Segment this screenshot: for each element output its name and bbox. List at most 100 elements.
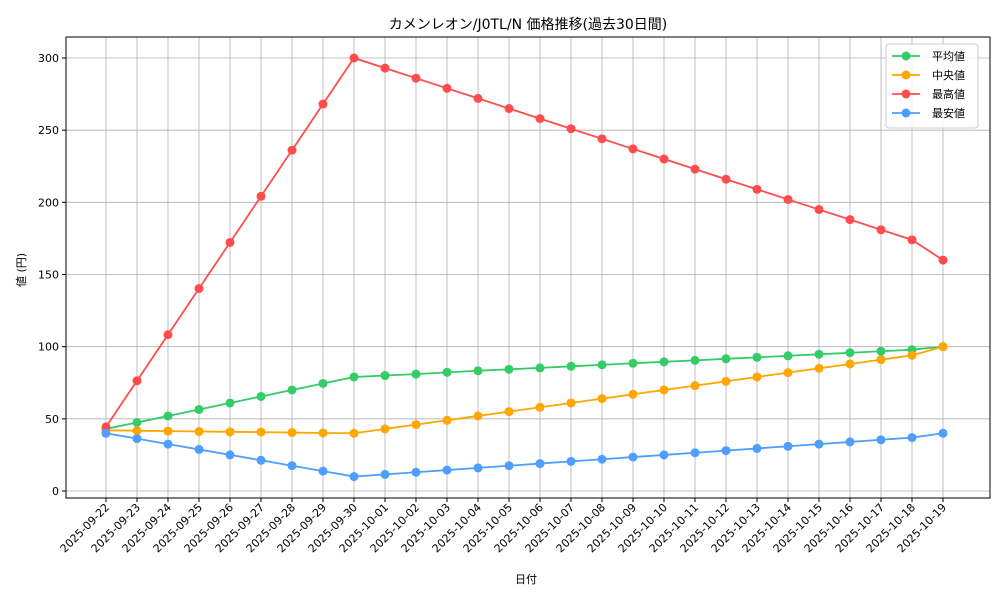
data-point bbox=[194, 404, 204, 414]
data-point bbox=[225, 398, 235, 408]
data-point bbox=[132, 434, 142, 444]
x-axis: 2025-09-222025-09-232025-09-242025-09-25… bbox=[58, 498, 949, 555]
data-point bbox=[783, 194, 793, 204]
data-point bbox=[628, 452, 638, 462]
data-point bbox=[380, 469, 390, 479]
data-point bbox=[132, 376, 142, 386]
data-point bbox=[132, 417, 142, 427]
legend-label: 最安値 bbox=[932, 106, 965, 120]
data-point bbox=[752, 184, 762, 194]
y-tick-label: 50 bbox=[45, 413, 59, 426]
series-最高値 bbox=[101, 53, 948, 432]
data-point bbox=[504, 461, 514, 471]
data-point bbox=[659, 450, 669, 460]
y-tick-label: 150 bbox=[38, 269, 59, 282]
series-平均値 bbox=[101, 342, 948, 434]
data-point bbox=[504, 104, 514, 114]
data-point bbox=[380, 371, 390, 381]
data-point bbox=[194, 284, 204, 294]
legend-label: 平均値 bbox=[932, 50, 965, 63]
data-point bbox=[535, 363, 545, 373]
data-point bbox=[721, 446, 731, 456]
data-point bbox=[101, 422, 111, 432]
y-tick-label: 0 bbox=[52, 485, 59, 498]
data-point bbox=[721, 376, 731, 386]
data-point bbox=[194, 444, 204, 454]
data-point bbox=[163, 439, 173, 449]
data-point bbox=[411, 420, 421, 430]
data-point bbox=[597, 134, 607, 144]
data-point bbox=[907, 235, 917, 245]
data-point bbox=[287, 385, 297, 395]
legend-marker-icon bbox=[901, 89, 911, 99]
data-point bbox=[535, 114, 545, 124]
data-point bbox=[287, 145, 297, 155]
data-point bbox=[814, 349, 824, 359]
data-point bbox=[597, 394, 607, 404]
data-point bbox=[721, 174, 731, 184]
data-point bbox=[845, 215, 855, 225]
data-point bbox=[690, 448, 700, 458]
data-point bbox=[597, 454, 607, 464]
data-point bbox=[163, 330, 173, 340]
data-point bbox=[442, 465, 452, 475]
data-point bbox=[163, 426, 173, 436]
data-point bbox=[876, 225, 886, 235]
data-point bbox=[597, 360, 607, 370]
data-point bbox=[256, 391, 266, 401]
data-point bbox=[876, 435, 886, 445]
chart-title: カメンレオン/J0TL/N 価格推移(過去30日間) bbox=[389, 17, 667, 33]
data-point bbox=[814, 363, 824, 373]
data-point bbox=[318, 466, 328, 476]
data-point bbox=[566, 361, 576, 371]
data-point bbox=[535, 402, 545, 412]
data-point bbox=[907, 433, 917, 443]
data-point bbox=[907, 350, 917, 360]
data-point bbox=[504, 407, 514, 417]
data-point bbox=[752, 372, 762, 382]
data-point bbox=[566, 124, 576, 134]
data-point bbox=[876, 355, 886, 365]
data-point bbox=[225, 427, 235, 437]
legend-marker-icon bbox=[901, 108, 911, 118]
x-axis-label: 日付 bbox=[515, 573, 537, 586]
series-最安値 bbox=[101, 428, 948, 482]
data-point bbox=[318, 99, 328, 109]
data-point bbox=[287, 461, 297, 471]
legend-label: 中央値 bbox=[932, 69, 965, 82]
y-axis-label: 値 (円) bbox=[15, 253, 28, 287]
data-point bbox=[349, 428, 359, 438]
data-point bbox=[752, 443, 762, 453]
data-point bbox=[845, 348, 855, 358]
data-point bbox=[256, 427, 266, 437]
data-point bbox=[163, 411, 173, 421]
data-point bbox=[287, 428, 297, 438]
data-point bbox=[566, 456, 576, 466]
data-point bbox=[256, 191, 266, 201]
data-point bbox=[225, 237, 235, 247]
y-tick-label: 100 bbox=[38, 341, 59, 354]
data-point bbox=[659, 357, 669, 367]
data-point bbox=[814, 205, 824, 215]
data-point bbox=[938, 255, 948, 265]
data-point bbox=[845, 437, 855, 447]
data-point bbox=[566, 398, 576, 408]
data-point bbox=[690, 164, 700, 174]
data-point bbox=[318, 428, 328, 438]
y-tick-label: 250 bbox=[38, 124, 59, 137]
data-point bbox=[659, 385, 669, 395]
data-point bbox=[783, 441, 793, 451]
data-point bbox=[504, 364, 514, 374]
y-tick-label: 200 bbox=[38, 196, 59, 209]
data-point bbox=[442, 83, 452, 93]
data-point bbox=[659, 154, 669, 164]
legend-label: 最高値 bbox=[932, 87, 965, 101]
data-point bbox=[411, 73, 421, 83]
data-point bbox=[318, 378, 328, 388]
data-point bbox=[411, 369, 421, 379]
data-point bbox=[380, 63, 390, 73]
data-point bbox=[690, 355, 700, 365]
data-point bbox=[442, 415, 452, 425]
